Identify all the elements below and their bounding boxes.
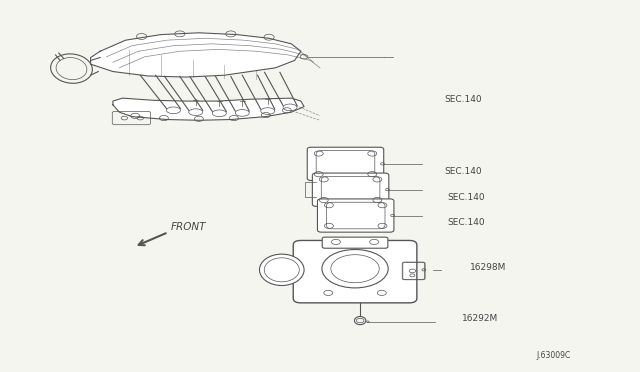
Text: SEC.140: SEC.140 — [444, 167, 482, 176]
Text: SEC.140: SEC.140 — [444, 95, 482, 104]
FancyBboxPatch shape — [312, 173, 389, 206]
Text: 16292M: 16292M — [461, 314, 498, 323]
Text: SEC.140: SEC.140 — [447, 218, 485, 227]
FancyBboxPatch shape — [317, 199, 394, 232]
Polygon shape — [113, 98, 304, 120]
Text: SEC.140: SEC.140 — [447, 193, 485, 202]
Text: J.63009C: J.63009C — [537, 350, 571, 359]
Text: FRONT: FRONT — [170, 222, 205, 232]
Polygon shape — [91, 33, 301, 77]
Text: 16298M: 16298M — [470, 263, 506, 272]
FancyBboxPatch shape — [293, 240, 417, 303]
Ellipse shape — [259, 254, 304, 285]
FancyBboxPatch shape — [322, 237, 388, 248]
FancyBboxPatch shape — [307, 147, 384, 180]
